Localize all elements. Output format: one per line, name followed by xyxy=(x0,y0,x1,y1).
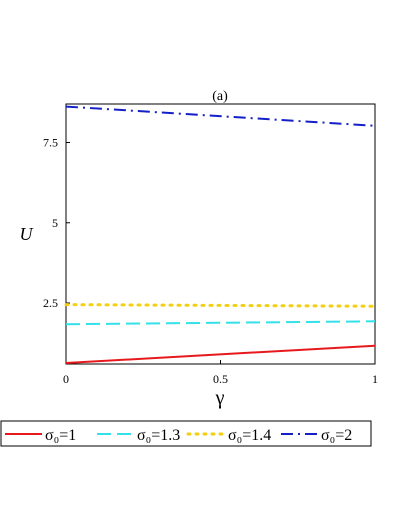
x-tick-label: 0.5 xyxy=(213,372,228,386)
y-tick-label: 2.5 xyxy=(43,296,58,310)
series-line-3 xyxy=(64,303,377,308)
y-axis-ticks: 2.5 5 7.5 xyxy=(43,136,70,310)
x-axis-label: γ xyxy=(215,387,225,409)
plot-frame xyxy=(65,103,376,365)
y-tick-label: 7.5 xyxy=(43,136,58,150)
series-line-2 xyxy=(65,320,376,326)
legend-label-1: σ₀=1 xyxy=(45,427,76,444)
legend-items: σ₀=1 σ₀=1.3 σ₀=1.4 σ₀=2 xyxy=(5,427,352,444)
chart-title: (a) xyxy=(212,89,228,104)
x-tick-label: 1 xyxy=(372,372,378,386)
x-axis-ticks: 0 0.5 1 xyxy=(63,360,378,386)
legend-label-4: σ₀=2 xyxy=(321,427,352,444)
legend-label-3: σ₀=1.4 xyxy=(228,427,271,444)
legend-label-2: σ₀=1.3 xyxy=(137,427,180,444)
y-axis-label: U xyxy=(20,224,34,244)
x-tick-label: 0 xyxy=(63,372,69,386)
series-line-4 xyxy=(65,105,376,127)
series-line-1 xyxy=(65,344,376,365)
y-tick-label: 5 xyxy=(52,216,58,230)
series-lines xyxy=(64,105,377,365)
legend: σ₀=1 σ₀=1.3 σ₀=1.4 σ₀=2 xyxy=(0,420,372,447)
